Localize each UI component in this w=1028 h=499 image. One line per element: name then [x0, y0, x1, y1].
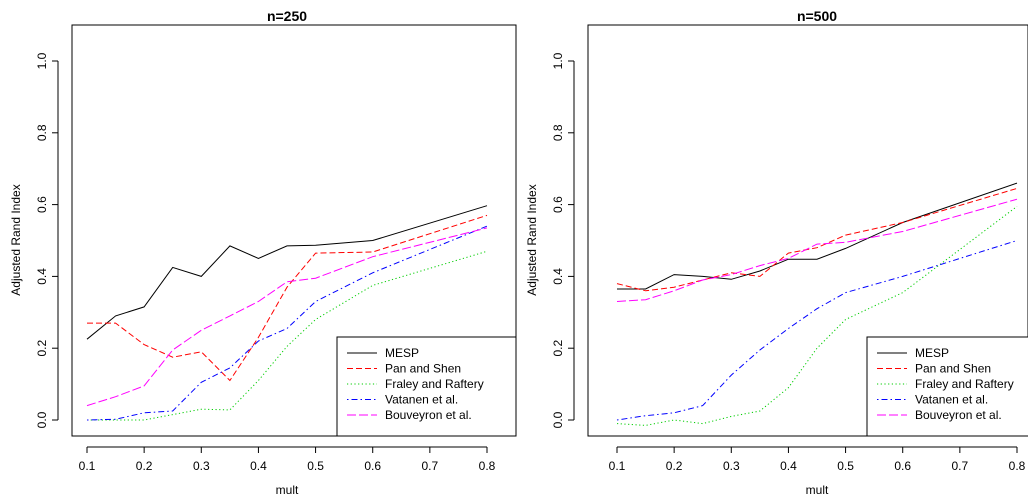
y-tick-label: 1.0 [551, 52, 565, 69]
x-tick-label: 0.6 [894, 459, 911, 473]
x-tick-label: 0.8 [479, 459, 496, 473]
y-axis-label: Adjusted Rand Index [525, 184, 539, 295]
series-line-vatanen-et-al [86, 225, 488, 421]
x-axis-label: mult [806, 483, 829, 497]
legend-label: Vatanen et al. [915, 393, 988, 407]
y-tick-label: 0.2 [551, 340, 565, 357]
y-tick-label: 0.6 [551, 196, 565, 213]
x-tick-label: 0.7 [422, 459, 439, 473]
y-tick-label: 1.0 [35, 52, 49, 69]
legend-label: Bouveyron et al. [915, 408, 1002, 422]
series-line-vatanen-et-al [616, 240, 1018, 421]
x-tick-label: 0.5 [307, 459, 324, 473]
y-tick-label: 0.8 [551, 124, 565, 141]
y-tick-label: 0.0 [551, 411, 565, 428]
x-tick-label: 0.3 [193, 459, 210, 473]
legend-label: Vatanen et al. [385, 393, 458, 407]
series-line-fraley-and-raftery [616, 206, 1018, 426]
y-tick-label: 0.0 [35, 411, 49, 428]
x-tick-label: 0.1 [609, 459, 626, 473]
series-line-pan-and-shen [616, 187, 1018, 292]
legend-label: MESP [385, 346, 419, 360]
x-tick-label: 0.7 [952, 459, 969, 473]
plot-frame [587, 24, 1028, 437]
series-line-bouveyron-et-al [616, 198, 1018, 302]
x-tick-label: 0.6 [364, 459, 381, 473]
series-line-mesp [617, 182, 1018, 290]
y-axis-label: Adjusted Rand Index [9, 184, 23, 295]
y-tick-label: 0.4 [35, 268, 49, 285]
chart-panel-1: n=250 0.1 0.2 0.3 0.4 0.5 0.6 0.7 0.8 0.0 0.2 0.4 0.… [9, 8, 517, 497]
plot-frame [71, 24, 517, 437]
y-tick-label: 0.6 [35, 196, 49, 213]
x-tick-label: 0.4 [250, 459, 267, 473]
chart-title: n=250 [267, 8, 307, 24]
y-tick-label: 0.2 [35, 340, 49, 357]
x-tick-label: 0.8 [1009, 459, 1026, 473]
legend-label: Fraley and Raftery [915, 377, 1014, 391]
chart-title: n=500 [797, 8, 837, 24]
x-axis-label: mult [276, 483, 299, 497]
series-line-mesp [86, 205, 488, 340]
series-line-bouveyron-et-al [86, 227, 488, 407]
legend-label: MESP [915, 346, 949, 360]
x-tick-label: 0.5 [837, 459, 854, 473]
x-tick-label: 0.4 [780, 459, 797, 473]
series-line-pan-and-shen [87, 214, 488, 382]
x-tick-label: 0.2 [666, 459, 683, 473]
y-tick-label: 0.4 [551, 268, 565, 285]
x-tick-label: 0.2 [136, 459, 153, 473]
y-tick-label: 0.8 [35, 124, 49, 141]
legend-label: Bouveyron et al. [385, 408, 472, 422]
x-tick-label: 0.1 [79, 459, 96, 473]
legend-label: Pan and Shen [915, 362, 991, 376]
legend-label: Pan and Shen [385, 362, 461, 376]
legend-label: Fraley and Raftery [385, 377, 484, 391]
x-tick-label: 0.3 [723, 459, 740, 473]
chart-panel-2: n=500 0.1 0.2 0.3 0.4 0.5 0.6 0.7 0.8 0.0 0.2 0.4 0.… [525, 8, 1028, 497]
